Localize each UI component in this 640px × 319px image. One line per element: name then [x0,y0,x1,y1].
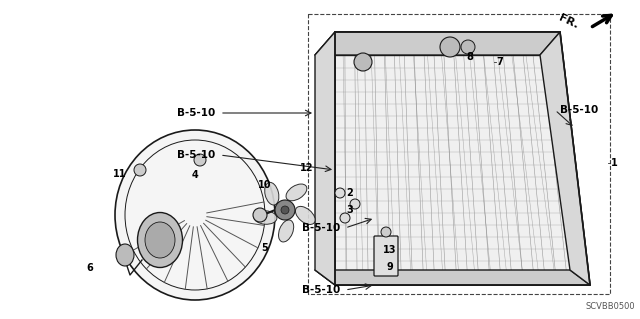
Text: 3: 3 [347,205,353,215]
Circle shape [253,208,267,222]
Ellipse shape [296,206,315,225]
Text: 6: 6 [86,263,93,273]
Circle shape [440,37,460,57]
Circle shape [275,200,295,220]
Text: SCVBB0500: SCVBB0500 [586,302,635,311]
Text: 12: 12 [300,163,314,173]
Circle shape [281,206,289,214]
Ellipse shape [278,220,294,242]
Circle shape [350,199,360,209]
Polygon shape [315,32,560,55]
Text: 7: 7 [497,57,504,67]
Text: 11: 11 [113,169,127,179]
Ellipse shape [116,244,134,266]
Text: B-5-10: B-5-10 [560,105,598,115]
Ellipse shape [265,182,279,205]
Polygon shape [315,32,335,285]
Text: B-5-10: B-5-10 [301,223,340,233]
Text: 5: 5 [262,243,268,253]
Circle shape [381,227,391,237]
Ellipse shape [115,130,275,300]
Polygon shape [315,270,590,285]
Circle shape [461,40,475,54]
Text: 10: 10 [259,180,272,190]
Circle shape [340,213,350,223]
Text: 2: 2 [347,188,353,198]
Ellipse shape [286,184,307,201]
Text: B-5-10: B-5-10 [301,285,340,295]
Polygon shape [540,32,590,285]
Text: FR.: FR. [557,12,580,30]
Text: B-5-10: B-5-10 [177,108,215,118]
Polygon shape [335,32,590,285]
Ellipse shape [145,222,175,258]
Text: 13: 13 [383,245,397,255]
Text: 1: 1 [611,158,618,168]
FancyBboxPatch shape [374,236,398,276]
Circle shape [354,53,372,71]
Ellipse shape [254,211,277,224]
Circle shape [335,188,345,198]
Text: 8: 8 [467,52,474,62]
Text: 4: 4 [191,170,198,180]
Text: B-5-10: B-5-10 [177,150,215,160]
Text: 9: 9 [387,262,394,272]
Ellipse shape [138,212,182,268]
Circle shape [134,164,146,176]
Circle shape [194,154,206,166]
